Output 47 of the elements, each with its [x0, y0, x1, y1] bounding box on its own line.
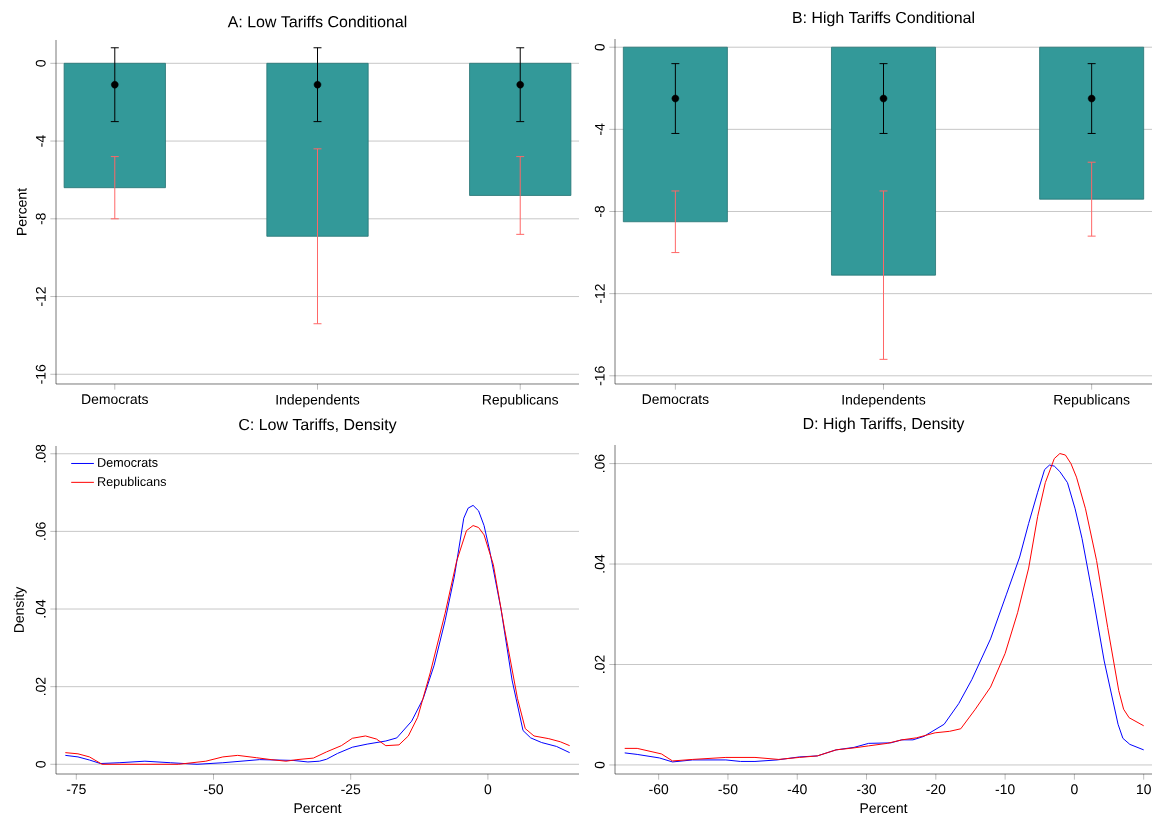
y-tick-label: .08 — [35, 444, 46, 463]
x-tick-label: -50 — [204, 784, 224, 795]
y-tick-label: -8 — [594, 206, 605, 218]
x-tick-label: 0 — [484, 784, 492, 795]
y-tick-label: .04 — [594, 555, 605, 573]
x-tick-label: -25 — [341, 784, 361, 795]
y-tick-label: -16 — [594, 366, 605, 386]
y-tick-label: .04 — [35, 599, 46, 618]
y-tick-label: -8 — [35, 213, 46, 225]
y-axis-title: Density — [13, 587, 27, 633]
y-tick-label: .02 — [594, 655, 605, 674]
x-tick-label: 10 — [1137, 784, 1151, 795]
y-tick-label: 0 — [35, 60, 46, 67]
y-tick-label: -4 — [36, 135, 46, 147]
x-axis-title: Percent — [294, 803, 342, 814]
x-tick-label: Independents — [276, 394, 360, 408]
y-tick-label: -12 — [35, 287, 46, 307]
x-tick-label: -75 — [66, 784, 86, 795]
x-tick-label: -20 — [926, 784, 946, 795]
chart-title: B: High Tariffs Conditional — [793, 11, 974, 27]
y-tick-label: .06 — [35, 522, 46, 541]
y-tick-label: 0 — [594, 44, 605, 51]
x-tick-label: -40 — [787, 784, 807, 795]
y-tick-label: 0 — [594, 761, 605, 769]
x-axis-title: Percent — [860, 803, 908, 814]
y-tick-label: -16 — [35, 365, 46, 384]
y-axis-title: Percent — [16, 188, 27, 236]
y-tick-label: .06 — [594, 454, 605, 473]
chart-title: C: Low Tariffs, Density — [239, 418, 397, 434]
y-tick-label: -12 — [594, 284, 605, 304]
y-tick-label: 0 — [35, 761, 46, 768]
x-tick-label: Independents — [842, 394, 926, 408]
x-tick-label: Republicans — [482, 394, 559, 408]
y-tick-label: .02 — [35, 677, 46, 696]
x-tick-label: -50 — [718, 784, 738, 795]
y-tick-label: -4 — [595, 123, 605, 136]
legend-label: Republicans — [98, 477, 167, 489]
legend-label: Democrats — [98, 458, 158, 468]
chart-title: D: High Tariffs, Density — [803, 417, 965, 433]
x-tick-label: Democrats — [82, 394, 148, 405]
x-tick-label: Democrats — [642, 394, 709, 405]
x-tick-label: 0 — [1071, 784, 1078, 795]
x-tick-label: -60 — [649, 784, 669, 795]
chart-title: A: Low Tariffs Conditional — [227, 15, 407, 28]
x-tick-label: -10 — [995, 784, 1015, 795]
x-tick-label: Republicans — [1054, 394, 1130, 408]
x-tick-label: -30 — [857, 784, 877, 795]
